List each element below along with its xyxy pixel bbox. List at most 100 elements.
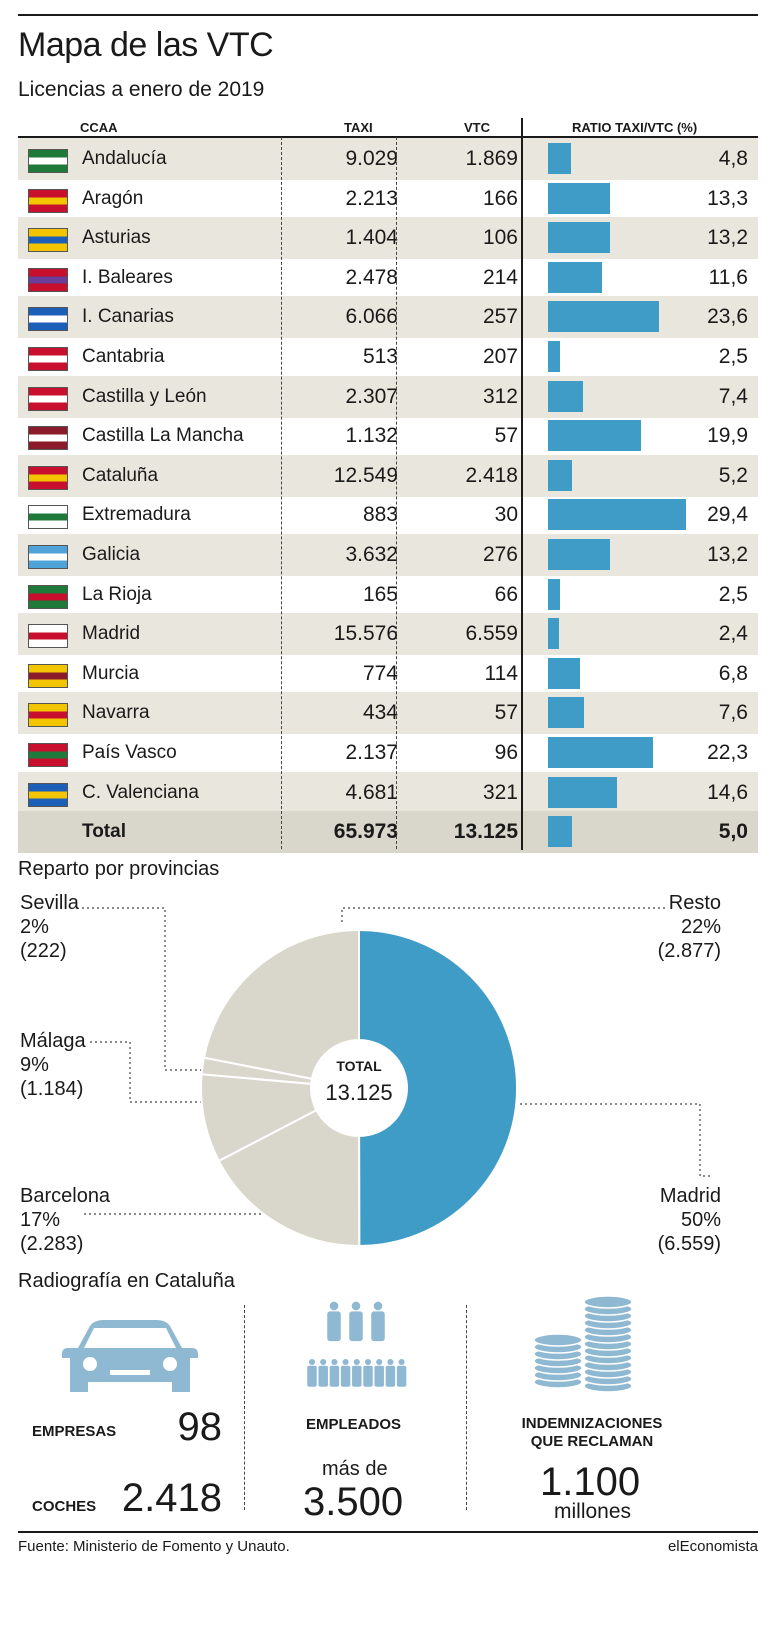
footer-rule (18, 1531, 758, 1533)
ratio-value: 11,6 (708, 265, 748, 289)
pie-slice-madrid (358, 928, 519, 1248)
empleados-value: 3.500 (303, 1480, 404, 1524)
ratio-value: 29,4 (707, 503, 748, 527)
ratio-value: 2,5 (718, 345, 748, 368)
taxi-value: 2.137 (345, 741, 398, 764)
footer-source: Fuente: Ministerio de Fomento y Unauto. (18, 1538, 290, 1555)
ratio-value: 4,8 (718, 147, 748, 170)
region-name: La Rioja (82, 583, 152, 605)
vtc-value: 276 (482, 543, 518, 566)
pie-center-value: 13.125 (325, 1080, 392, 1105)
header-ratio: RATIO TAXI/VTC (%) (572, 120, 698, 135)
coins-icon (533, 1296, 633, 1393)
vtc-value: 257 (482, 305, 518, 329)
region-name: Cataluña (82, 464, 159, 486)
region-name: I. Canarias (82, 306, 174, 328)
table-row: Andalucía 9.029 1.869 4,8 (18, 138, 758, 180)
region-flag-icon (28, 307, 68, 332)
ratio-value: 13,2 (707, 543, 748, 566)
ratio-value: 13,3 (707, 186, 748, 210)
table-row: Navarra 434 57 7,6 (18, 692, 758, 735)
taxi-value: 12.549 (333, 463, 398, 487)
region-flag-icon (28, 228, 68, 253)
empresas-value: 98 (177, 1405, 223, 1449)
pie-label-barcelona: Barcelona 17% (2.283) (20, 1185, 111, 1255)
vtc-value: 106 (482, 226, 518, 250)
table-row: Galicia 3.632 276 13,2 (18, 534, 758, 576)
pie-heading: Reparto por provincias (18, 858, 220, 880)
region-name: Murcia (82, 662, 140, 684)
region-flag-icon (28, 584, 68, 609)
taxi-value: 883 (362, 503, 398, 527)
taxi-value: 9.029 (345, 147, 398, 170)
ratio-value: 14,6 (707, 780, 748, 804)
ratio-bar (548, 618, 560, 650)
region-name: C. Valenciana (82, 781, 199, 803)
page-title: Mapa de las VTC (18, 26, 274, 64)
ratio-bar (548, 657, 580, 689)
pie-label-madrid: Madrid 50% (6.559) (657, 1185, 721, 1255)
vtc-value: 30 (494, 503, 518, 527)
table-row: País Vasco 2.137 96 22,3 (18, 732, 758, 774)
vtc-value: 57 (494, 701, 518, 725)
table-row: I. Canarias 6.066 257 23,6 (18, 296, 758, 339)
ratio-value: 23,6 (707, 305, 748, 329)
vtc-value: 1.869 (465, 147, 518, 170)
footer-brand: elEconomista (667, 1538, 758, 1555)
ratio-bar (548, 222, 610, 254)
header-ccaa: CCAA (80, 120, 118, 135)
pie-center-label: TOTAL (336, 1058, 382, 1074)
ratio-bar (548, 261, 603, 293)
page-subtitle: Licencias a enero de 2019 (18, 78, 265, 101)
table-row: Cataluña 12.549 2.418 5,2 (18, 454, 758, 497)
taxi-value: 15.576 (333, 622, 398, 646)
header-rule (18, 136, 758, 138)
taxi-value: 6.066 (345, 305, 398, 329)
region-name: Total (82, 821, 126, 843)
region-flag-icon (28, 149, 68, 173)
ratio-bar (548, 737, 653, 768)
vtc-value: 96 (494, 741, 518, 764)
region-flag-icon (28, 743, 68, 767)
indemnizaciones-label: INDEMNIZACIONES QUE RECLAMAN (521, 1415, 663, 1450)
ratio-bar (548, 380, 583, 412)
taxi-value: 774 (362, 661, 398, 685)
pie-label-resto: Resto 22% (2.877) (657, 892, 721, 962)
region-flag-icon (28, 465, 68, 490)
region-name: País Vasco (82, 742, 177, 763)
empresas-label: EMPRESAS (32, 1423, 117, 1440)
ratio-bar (548, 578, 560, 610)
leader-madrid (520, 1103, 710, 1177)
table-row: Castilla La Mancha 1.132 57 19,9 (18, 415, 758, 457)
table-row: C. Valenciana 4.681 321 14,6 (18, 771, 758, 814)
ratio-bar (548, 459, 573, 491)
indemnizaciones-unit: millones (554, 1500, 632, 1523)
people-icon (307, 1301, 407, 1387)
region-name: Asturias (82, 227, 151, 249)
vtc-value: 166 (482, 186, 518, 210)
table-row: La Rioja 165 66 2,5 (18, 574, 758, 616)
region-flag-icon (28, 624, 68, 649)
region-flag-icon (28, 782, 68, 807)
region-name: Castilla La Mancha (82, 425, 244, 447)
top-rule (18, 14, 758, 16)
vtc-value: 214 (482, 265, 518, 289)
ratio-value: 6,8 (718, 661, 748, 685)
ratio-bar (548, 341, 560, 372)
vtc-value: 57 (494, 424, 518, 448)
cataluna-heading: Radiografía en Cataluña (18, 1270, 235, 1292)
ratio-value: 7,4 (718, 384, 748, 408)
car-icon (62, 1320, 198, 1392)
region-flag-icon (28, 386, 68, 411)
table-row: Madrid 15.576 6.559 2,4 (18, 613, 758, 656)
region-name: Castilla y León (82, 385, 207, 407)
ratio-bar (548, 420, 642, 452)
ratio-bar (548, 539, 610, 570)
stat-divider (466, 1305, 467, 1510)
pie-slice-barcelona (217, 1086, 361, 1248)
taxi-value: 165 (362, 582, 398, 606)
region-name: Extremadura (82, 504, 191, 526)
ratio-bar (548, 499, 686, 531)
taxi-value: 434 (362, 701, 398, 725)
ratio-value: 22,3 (707, 741, 748, 764)
